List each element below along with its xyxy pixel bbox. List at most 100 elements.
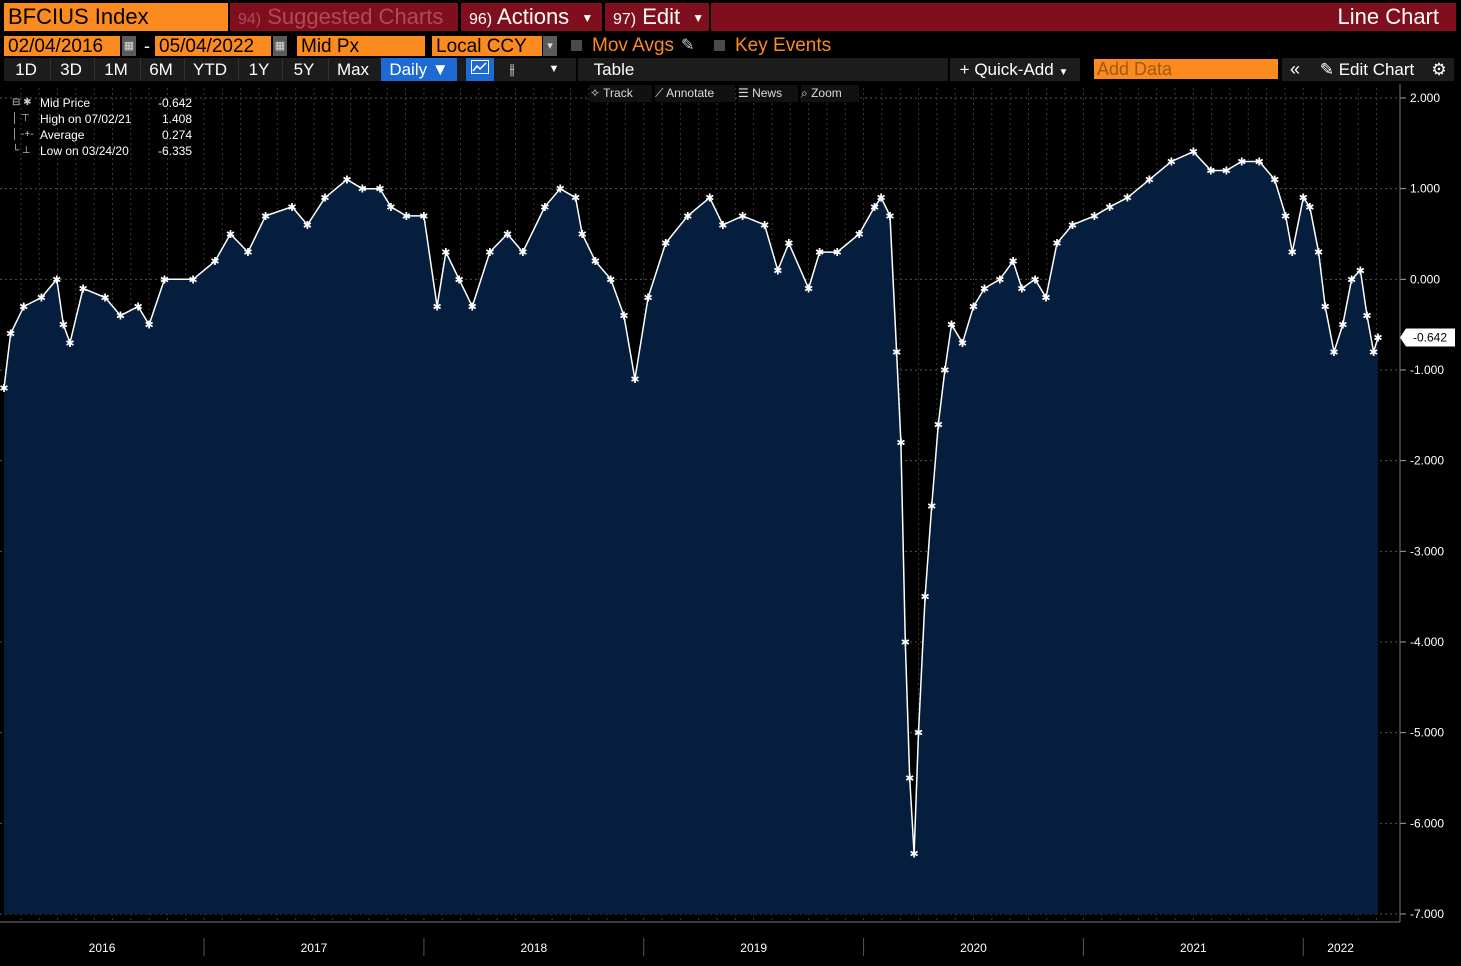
series-point: ✱	[160, 273, 169, 286]
series-point: ✱	[591, 255, 600, 268]
series-point: ✱	[375, 183, 384, 196]
series-line	[3, 150, 1379, 854]
ticker-field[interactable]: BFCIUS Index	[4, 3, 228, 31]
period-6m-button[interactable]: 6M	[140, 58, 181, 81]
bar-chart-icon[interactable]: ⫲	[509, 61, 515, 78]
series-point: ✱	[1105, 201, 1114, 214]
chart-settings-bar: 02/04/2016 ▦ - 05/04/2022 ▦ Mid Px Local…	[0, 34, 1461, 58]
series-point: ✱	[402, 210, 411, 223]
y-tick-label: -3.000	[1410, 544, 1444, 558]
series-point: ✱	[905, 772, 914, 785]
x-tick-label: 2021	[1180, 941, 1207, 955]
zoom-tool[interactable]: ⌕ Zoom	[801, 85, 859, 102]
line-chart[interactable]: 2.000 1.000 0.000 -1.000 -2.000 -3.000 -4.000 -…	[0, 84, 1461, 966]
y-tick-label: -6.000	[1410, 816, 1444, 830]
x-tick-label: 2017	[301, 941, 328, 955]
x-tick-label: 2016	[89, 941, 116, 955]
x-tick-label: 2020	[960, 941, 987, 955]
line-chart-icon[interactable]	[466, 58, 494, 81]
series-point: ✱	[892, 346, 901, 359]
series-point: ✱	[661, 237, 670, 250]
track-tool[interactable]: ✧ Track	[590, 85, 652, 102]
chevron-down-icon: ▼	[581, 11, 594, 26]
y-tick-label: -4.000	[1410, 635, 1444, 649]
add-data-input[interactable]: Add Data	[1094, 59, 1278, 79]
series-point: ✱	[804, 282, 813, 295]
series-point: ✱	[1041, 291, 1050, 304]
series-point: ✱	[877, 192, 886, 205]
field-select[interactable]: Mid Px	[297, 36, 425, 57]
period-3d-button[interactable]: 3D	[50, 58, 91, 81]
news-tool[interactable]: ☰ News	[738, 85, 798, 102]
period-5y-button[interactable]: 5Y	[282, 58, 325, 81]
pencil-icon: ✎	[1319, 60, 1334, 79]
series-point: ✱	[454, 273, 463, 286]
y-tick-label: 2.000	[1410, 91, 1440, 105]
tab-edit[interactable]: 97) Edit ▼	[605, 3, 709, 31]
x-tick-label: 2019	[740, 941, 767, 955]
chevron-down-icon[interactable]: ▾	[543, 36, 557, 56]
legend-high-label: High on 07/02/21	[40, 112, 132, 126]
end-date-input[interactable]: 05/04/2022	[155, 36, 271, 57]
key-events-checkbox[interactable]	[714, 40, 725, 51]
series-point: ✱	[606, 273, 615, 286]
collapse-icon[interactable]: ⊟ ✱	[12, 97, 32, 108]
start-date-input[interactable]: 02/04/2016	[4, 36, 120, 57]
series-point: ✱	[1369, 346, 1378, 359]
series-point: ✱	[144, 319, 153, 332]
key-events-label[interactable]: Key Events	[735, 35, 832, 56]
legend-low-label: Low on 03/24/20	[40, 144, 129, 158]
calendar-icon[interactable]: ▦	[273, 36, 287, 56]
series-point: ✱	[1281, 210, 1290, 223]
tab-actions-label: Actions	[497, 4, 570, 29]
mov-avgs-checkbox[interactable]	[571, 40, 582, 51]
last-value-tag: -0.642	[1413, 331, 1447, 345]
series-point: ✱	[738, 210, 747, 223]
series-point: ✱	[0, 382, 9, 395]
view-title: Line Chart	[1337, 4, 1439, 29]
legend-low-value: -6.335	[157, 144, 192, 158]
news-label: News	[752, 86, 783, 100]
edit-chart-button[interactable]: ✎ Edit Chart	[1312, 58, 1422, 81]
series-point: ✱	[540, 201, 549, 214]
series-point: ✱	[1329, 346, 1338, 359]
series-point: ✱	[37, 291, 46, 304]
tab-suggested-charts[interactable]: 94) Suggested Charts	[230, 3, 458, 31]
series-point: ✱	[885, 210, 894, 223]
currency-select[interactable]: Local CCY	[432, 36, 542, 57]
series-point: ✱	[958, 337, 967, 350]
frequency-select[interactable]: Daily ▼	[381, 58, 457, 81]
series-point: ✱	[386, 201, 395, 214]
series-point: ✱	[705, 192, 714, 205]
series-point: ✱	[980, 282, 989, 295]
period-max-button[interactable]: Max	[328, 58, 377, 81]
period-1d-button[interactable]: 1D	[15, 60, 37, 79]
quick-add-button[interactable]: + Quick-Add ▼	[952, 58, 1076, 81]
table-button[interactable]: Table	[593, 60, 635, 79]
chevron-down-icon: ▼	[692, 11, 705, 26]
chevron-down-icon: ▼	[431, 60, 449, 79]
high-marker-icon: │ ⊤	[12, 113, 30, 124]
period-1y-button[interactable]: 1Y	[238, 58, 279, 81]
pencil-icon[interactable]: ✎	[681, 37, 695, 54]
title-bar-fill	[711, 3, 1456, 31]
collapse-icon[interactable]: «	[1289, 59, 1300, 79]
series-point: ✱	[1299, 192, 1308, 205]
y-tick-label: -5.000	[1410, 726, 1444, 740]
series-point: ✱	[226, 228, 235, 241]
gear-icon[interactable]: ⚙	[1431, 60, 1447, 79]
legend-mid-row[interactable]: ⊟ ✱ Mid Price -0.642	[10, 95, 192, 111]
annotate-tool[interactable]: ⟋ Annotate	[655, 85, 735, 102]
calendar-icon[interactable]: ▦	[122, 36, 136, 56]
mov-avgs-label[interactable]: Mov Avgs	[592, 35, 675, 56]
series-point: ✱	[1356, 264, 1365, 277]
series-point: ✱	[571, 192, 580, 205]
chevron-down-icon[interactable]: ▼	[548, 63, 560, 75]
period-ytd-button[interactable]: YTD	[184, 58, 235, 81]
series-point: ✱	[870, 201, 879, 214]
tab-actions[interactable]: 96) Actions ▼	[461, 3, 602, 31]
period-1m-button[interactable]: 1M	[94, 58, 137, 81]
series-point: ✱	[896, 437, 905, 450]
chart-panel[interactable]: 2.000 1.000 0.000 -1.000 -2.000 -3.000 -4.000 -…	[0, 84, 1461, 966]
series-point: ✱	[683, 210, 692, 223]
